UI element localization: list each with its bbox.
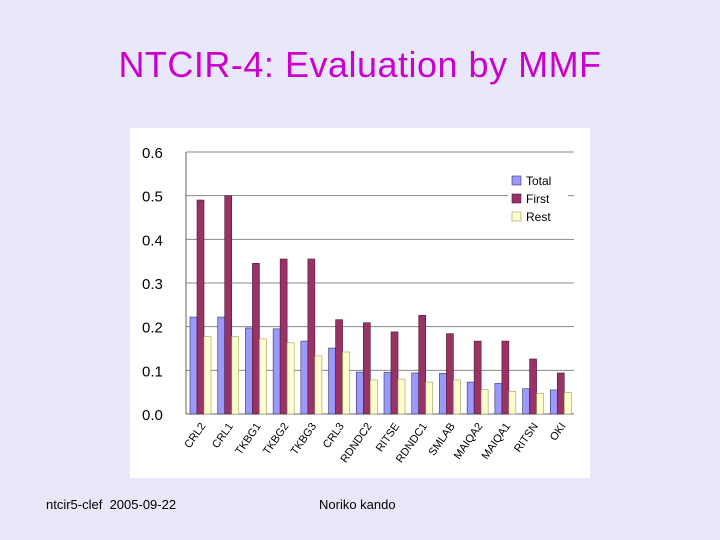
footer-author: Noriko kando	[319, 497, 396, 512]
y-tick-label: 0.1	[142, 363, 163, 380]
bar-rest-ritse	[397, 378, 406, 415]
bar-total-ritse	[383, 372, 392, 415]
bar-first-tkbg2	[279, 258, 288, 415]
bar-first-crl1	[224, 195, 233, 415]
footer-conference-date: ntcir5-clef 2005-09-22	[46, 497, 177, 512]
bar-rest-crl3	[342, 351, 350, 415]
bar-first-tkbg3	[307, 258, 316, 415]
bar-rest-maiqa1	[508, 390, 517, 415]
bar-total-crl3	[328, 347, 336, 415]
bar-total-tkbg1	[245, 327, 253, 415]
y-tick-label: 0.4	[142, 232, 163, 249]
x-tick-label: TKBG2	[261, 421, 292, 457]
x-tick-label: RITSE	[374, 421, 402, 454]
bar-total-maiqa1	[494, 383, 503, 415]
bar-total-tkbg3	[300, 340, 309, 415]
bar-rest-maiqa2	[480, 389, 489, 415]
bar-first-tkbg1	[252, 263, 260, 415]
x-tick-label: TKBG1	[233, 421, 264, 457]
legend-swatch-first	[511, 193, 522, 204]
bar-rest-tkbg3	[314, 355, 323, 415]
chart-container: 0.0 0.1 0.2 0.3 0.4 0.5 0.6 CRL2 CRL1 TKBG1 TKBG2 T…	[130, 128, 590, 478]
legend-label-first: First	[526, 192, 550, 206]
bar-total-crl1	[217, 316, 226, 415]
bar-rest-rdndc2	[369, 379, 378, 415]
bar-rest-oki	[563, 392, 572, 415]
slide-title: NTCIR-4: Evaluation by MMF	[118, 44, 602, 85]
bar-total-ritsn	[522, 388, 530, 415]
x-tick-label: OKI	[548, 421, 569, 443]
bar-rest-rdndc1	[425, 381, 434, 415]
bar-rest-crl2	[203, 336, 212, 415]
bar-rest-smlab	[453, 379, 461, 415]
bar-rest-ritsn	[536, 393, 544, 415]
x-tick-label: RITSN	[512, 421, 541, 455]
bar-first-smlab	[446, 333, 454, 415]
y-tick-label: 0.0	[142, 407, 163, 424]
bar-rest-crl1	[231, 336, 240, 415]
bar-total-oki	[549, 389, 558, 415]
bar-first-crl3	[335, 319, 343, 415]
bar-first-ritsn	[529, 358, 537, 415]
y-tick-label: 0.5	[142, 189, 163, 206]
bar-first-crl2	[196, 199, 205, 415]
x-tick-label: CRL1	[210, 421, 236, 451]
bar-total-rdndc2	[355, 371, 364, 415]
bar-first-rdndc1	[418, 315, 427, 415]
bar-total-smlab	[439, 373, 447, 415]
bar-total-crl2	[189, 316, 198, 415]
legend-label-total: Total	[526, 174, 551, 188]
y-tick-label: 0.6	[142, 145, 163, 162]
bar-first-maiqa2	[473, 340, 482, 415]
legend-label-rest: Rest	[526, 210, 551, 224]
x-tick-label: MAIQA1	[479, 421, 513, 462]
y-tick-label: 0.2	[142, 320, 163, 337]
bar-total-rdndc1	[411, 372, 420, 415]
x-tick-label: CRL3	[321, 421, 347, 451]
bar-first-ritse	[390, 331, 399, 415]
y-tick-label: 0.3	[142, 276, 163, 293]
bar-rest-tkbg2	[286, 342, 295, 415]
bar-rest-tkbg1	[259, 338, 267, 415]
bar-total-maiqa2	[466, 381, 475, 415]
bar-total-tkbg2	[272, 328, 281, 415]
bar-first-maiqa1	[501, 340, 510, 415]
legend-swatch-rest	[511, 211, 522, 222]
bar-first-oki	[556, 372, 565, 415]
bar-first-rdndc2	[362, 322, 371, 415]
legend-swatch-total	[511, 175, 522, 186]
x-tick-label: TKBG3	[289, 421, 320, 457]
x-tick-label: CRL2	[182, 421, 208, 451]
